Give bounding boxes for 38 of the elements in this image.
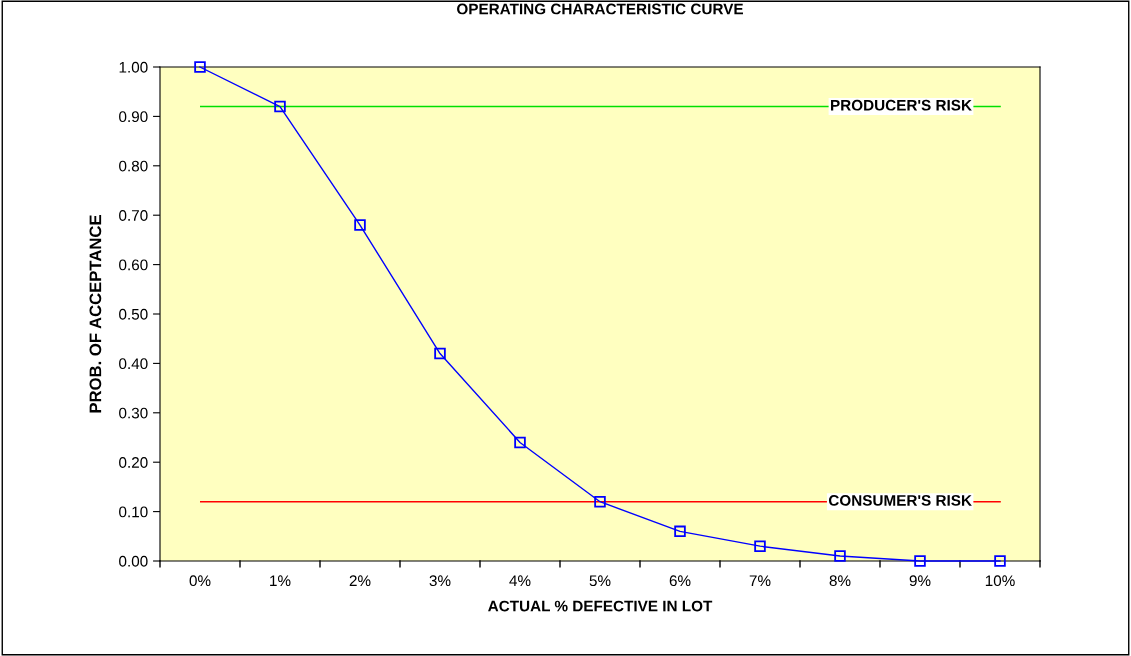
y-tick-label: 0.70 bbox=[119, 210, 148, 221]
y-tick-label: 0.90 bbox=[119, 111, 148, 123]
chart-title: OPERATING CHARACTERISTIC CURVE bbox=[457, 3, 743, 15]
point bbox=[594, 495, 606, 508]
point bbox=[834, 550, 846, 562]
x-tick-label: 5% bbox=[589, 575, 611, 587]
y-tick-label: 0.80 bbox=[119, 160, 148, 172]
x-tick-label: 8% bbox=[829, 575, 851, 587]
x-tick-label: 1% bbox=[270, 575, 291, 587]
point bbox=[274, 100, 286, 113]
x-tick-label: 6% bbox=[669, 575, 691, 587]
y-tick-label: 0.30 bbox=[119, 407, 148, 419]
x-tick-label: 9% bbox=[909, 575, 931, 587]
x-axis-title: ACTUAL % DEFECTIVE IN LOT bbox=[488, 600, 713, 612]
point bbox=[914, 555, 926, 567]
y-tick-label: 0.60 bbox=[119, 259, 148, 271]
x-tick-label: 2% bbox=[349, 575, 371, 587]
point bbox=[754, 540, 766, 552]
y-tick-label: 0.50 bbox=[119, 308, 148, 320]
point bbox=[514, 436, 526, 449]
point bbox=[434, 347, 446, 360]
y-tick-label: 0.00 bbox=[119, 555, 148, 567]
point bbox=[994, 555, 1006, 567]
x-tick-label: 4% bbox=[509, 575, 531, 587]
x-tick-label: 3% bbox=[429, 575, 451, 587]
y-tick-label: 0.40 bbox=[119, 358, 148, 370]
point bbox=[674, 525, 686, 538]
y-tick-label: 1.00 bbox=[119, 61, 148, 73]
x-tick-label: 7% bbox=[749, 575, 771, 587]
y-tick-label: 0.10 bbox=[119, 506, 148, 518]
y-axis-title: PROB. OF ACCEPTANCE bbox=[89, 215, 102, 413]
y-tick-label: 0.20 bbox=[119, 457, 148, 468]
point bbox=[354, 219, 366, 231]
ref-line-label: CONSUMER'S RISK bbox=[828, 495, 972, 506]
ref-line-label: PRODUCER'S RISK bbox=[831, 99, 972, 111]
x-tick-label: 10% bbox=[985, 575, 1015, 587]
x-tick-label: 0% bbox=[189, 575, 211, 587]
point bbox=[194, 61, 206, 73]
